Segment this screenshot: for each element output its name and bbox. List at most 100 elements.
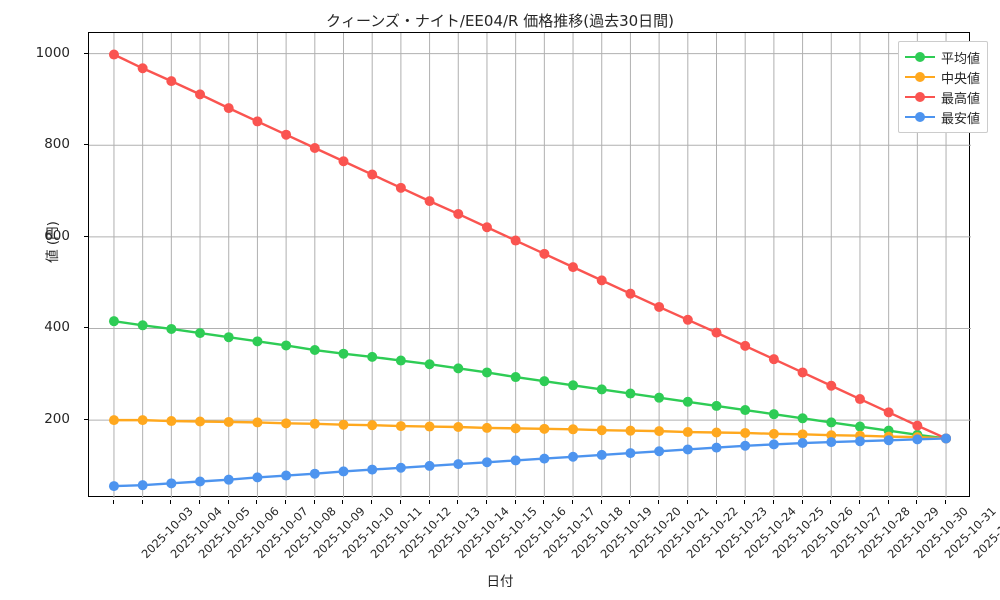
data-point xyxy=(481,457,492,468)
y-tick-label: 600 xyxy=(44,227,70,244)
data-point xyxy=(682,314,693,325)
data-point xyxy=(338,348,349,359)
data-point xyxy=(309,418,320,429)
data-point xyxy=(510,372,521,383)
data-point xyxy=(711,327,722,338)
y-tick-mark xyxy=(84,235,88,237)
data-point xyxy=(137,415,148,426)
data-point xyxy=(568,451,579,462)
data-point xyxy=(625,448,636,459)
legend-item-3[interactable]: 最安値 xyxy=(904,107,980,127)
x-tick-mark xyxy=(629,500,631,504)
data-point xyxy=(711,442,722,453)
data-point xyxy=(682,396,693,407)
data-point xyxy=(453,363,464,374)
data-point xyxy=(682,427,693,438)
data-point xyxy=(740,405,751,416)
data-point xyxy=(281,418,292,429)
data-point xyxy=(137,320,148,331)
data-point xyxy=(223,332,234,343)
legend-swatch-icon xyxy=(904,50,935,64)
y-tick-mark xyxy=(84,327,88,329)
data-point xyxy=(625,388,636,399)
data-point xyxy=(682,444,693,455)
data-point xyxy=(367,351,378,362)
data-point xyxy=(854,436,865,447)
data-point xyxy=(510,235,521,246)
data-point xyxy=(740,440,751,451)
data-point xyxy=(453,208,464,219)
data-point xyxy=(797,438,808,449)
x-tick-mark xyxy=(485,500,487,504)
data-point xyxy=(768,428,779,439)
data-point xyxy=(108,415,119,426)
legend-item-1[interactable]: 中央値 xyxy=(904,67,980,87)
data-point xyxy=(625,425,636,436)
data-point xyxy=(596,384,607,395)
legend-item-2[interactable]: 最高値 xyxy=(904,87,980,107)
data-point xyxy=(596,425,607,436)
x-tick-mark xyxy=(514,500,516,504)
x-tick-mark xyxy=(399,500,401,504)
data-point xyxy=(625,288,636,299)
legend-item-label: 平均値 xyxy=(940,51,980,67)
legend-swatch-icon xyxy=(904,90,935,104)
x-tick-mark xyxy=(858,500,860,504)
data-point xyxy=(252,336,263,347)
x-tick-mark xyxy=(371,500,373,504)
legend-swatch-icon xyxy=(904,110,935,124)
x-tick-mark xyxy=(285,500,287,504)
x-tick-mark xyxy=(170,500,172,504)
x-tick-mark xyxy=(141,500,143,504)
data-point xyxy=(252,472,263,483)
data-point xyxy=(338,419,349,430)
data-point xyxy=(338,156,349,167)
data-point xyxy=(568,262,579,273)
x-tick-mark xyxy=(112,500,114,504)
data-point xyxy=(854,421,865,432)
data-point xyxy=(309,345,320,356)
data-point xyxy=(539,248,550,259)
data-point xyxy=(654,301,665,312)
data-point xyxy=(424,196,435,207)
data-point xyxy=(309,142,320,153)
legend-item-label: 中央値 xyxy=(940,71,980,87)
data-point xyxy=(768,354,779,365)
data-point xyxy=(281,470,292,481)
data-point xyxy=(453,421,464,432)
x-tick-mark xyxy=(945,500,947,504)
data-point xyxy=(137,63,148,74)
data-point xyxy=(395,355,406,366)
data-point xyxy=(654,426,665,437)
data-point xyxy=(510,455,521,466)
data-point xyxy=(195,416,206,427)
data-point xyxy=(596,449,607,460)
x-tick-mark xyxy=(830,500,832,504)
data-point xyxy=(395,421,406,432)
x-tick-mark xyxy=(227,500,229,504)
data-point xyxy=(941,433,952,444)
data-point xyxy=(797,413,808,424)
data-point xyxy=(166,478,177,489)
data-point xyxy=(481,422,492,433)
series-line-2 xyxy=(112,53,948,440)
data-point xyxy=(912,434,923,445)
y-tick-label: 800 xyxy=(44,136,70,153)
data-point xyxy=(223,416,234,427)
legend-item-0[interactable]: 平均値 xyxy=(904,47,980,67)
y-tick-mark xyxy=(84,52,88,54)
y-axis-tick-group: 200 400 600 800 1000 xyxy=(0,32,88,497)
data-point xyxy=(424,421,435,432)
data-point xyxy=(223,474,234,485)
data-point xyxy=(367,420,378,431)
data-point xyxy=(108,316,119,327)
data-point xyxy=(510,423,521,434)
x-tick-mark xyxy=(600,500,602,504)
data-point xyxy=(740,427,751,438)
series-line-3 xyxy=(112,437,948,488)
data-point xyxy=(108,49,119,60)
data-point xyxy=(166,416,177,427)
data-point xyxy=(195,476,206,487)
data-point xyxy=(826,430,837,441)
legend-swatch-icon xyxy=(904,70,935,84)
